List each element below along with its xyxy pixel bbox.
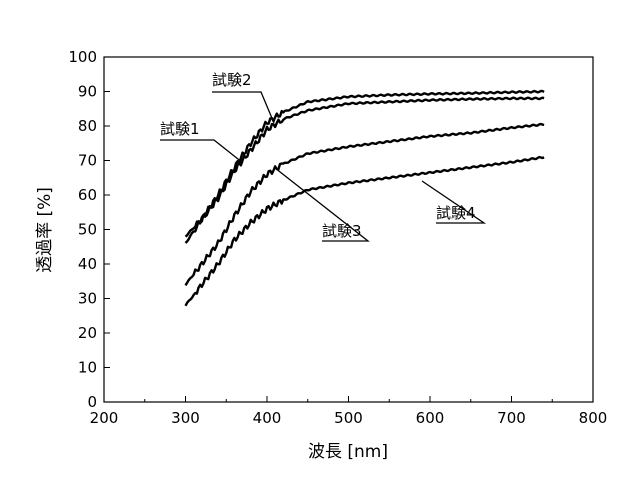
x-tick-label: 500 xyxy=(334,409,363,427)
y-axis-title: 透過率 [%] xyxy=(35,187,55,273)
series-line-1 xyxy=(186,98,545,243)
leader-line-1 xyxy=(160,140,243,163)
leader-line-2 xyxy=(212,92,274,123)
y-tick-label: 0 xyxy=(87,393,97,411)
series-label-2: 試験2 xyxy=(212,71,252,89)
y-tick-label: 90 xyxy=(78,83,97,101)
series-label-4: 試験4 xyxy=(436,204,476,222)
x-tick-label: 300 xyxy=(171,409,200,427)
y-tick-label: 30 xyxy=(78,290,97,308)
x-axis-ticks: 200 300 400 500 600 700 800 xyxy=(90,396,608,427)
series-line-2 xyxy=(186,91,545,237)
y-tick-label: 100 xyxy=(68,48,97,66)
x-tick-label: 200 xyxy=(90,409,119,427)
series-label-3: 試験3 xyxy=(322,222,362,240)
x-tick-label: 400 xyxy=(253,409,282,427)
y-tick-label: 40 xyxy=(78,255,97,273)
series-label-1: 試験1 xyxy=(160,120,200,138)
y-tick-label: 80 xyxy=(78,117,97,135)
y-tick-label: 50 xyxy=(78,221,97,239)
y-tick-label: 60 xyxy=(78,186,97,204)
series-lines xyxy=(186,91,545,306)
x-axis-title: 波長 [nm] xyxy=(308,442,388,462)
y-tick-label: 20 xyxy=(78,324,97,342)
series-line-4 xyxy=(186,157,545,306)
x-tick-label: 700 xyxy=(497,409,526,427)
x-tick-label: 600 xyxy=(416,409,445,427)
y-tick-label: 70 xyxy=(78,152,97,170)
x-tick-label: 800 xyxy=(579,409,608,427)
y-tick-label: 10 xyxy=(78,359,97,377)
series-line-3 xyxy=(186,124,545,285)
